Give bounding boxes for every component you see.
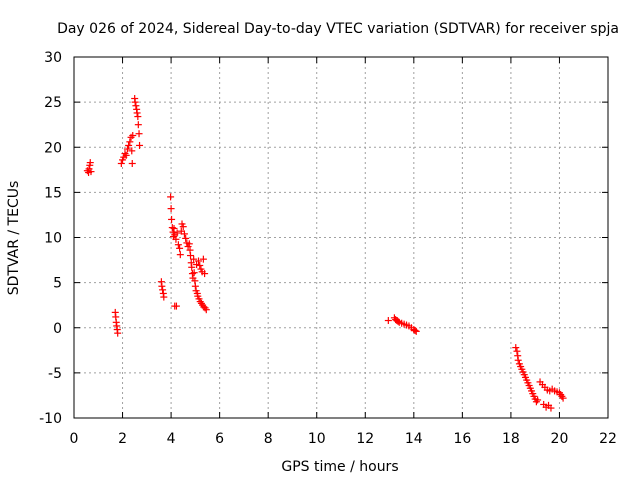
data-point <box>173 229 181 237</box>
data-point <box>167 193 175 201</box>
data-point <box>512 344 520 352</box>
data-point <box>196 261 204 269</box>
data-point <box>559 394 567 402</box>
chart-title: Day 026 of 2024, Sidereal Day-to-day VTE… <box>57 21 619 37</box>
x-axis-label: GPS time / hours <box>281 459 398 475</box>
x-tick-label: 0 <box>70 431 79 447</box>
data-point <box>193 261 201 269</box>
y-tick-label: 25 <box>44 95 62 111</box>
x-tick-label: 6 <box>215 431 224 447</box>
data-point <box>123 145 131 153</box>
x-tick-label: 2 <box>118 431 127 447</box>
data-point <box>167 205 175 213</box>
data-point <box>127 133 135 141</box>
data-point <box>190 255 198 263</box>
data-point <box>133 109 141 117</box>
x-tick-label: 8 <box>264 431 273 447</box>
data-point <box>185 240 193 248</box>
data-point <box>176 251 184 259</box>
data-point <box>125 141 133 149</box>
data-point <box>174 241 182 249</box>
data-point <box>190 269 198 277</box>
data-point <box>135 130 143 138</box>
y-axis-label: SDTVAR / TECUs <box>6 181 22 296</box>
data-point <box>134 113 142 121</box>
data-point <box>547 404 555 412</box>
data-point <box>132 102 140 110</box>
y-tick-label: 5 <box>53 276 62 292</box>
data-point <box>179 223 187 231</box>
data-point <box>384 317 392 325</box>
data-point <box>134 121 142 129</box>
tick-labels: 0 2 4 6 8 10 12 14 16 18 20 22 -10 -5 0 5 10 15 20 25 30 <box>39 50 617 447</box>
data-point <box>168 215 176 223</box>
x-tick-label: 16 <box>453 431 471 447</box>
x-tick-label: 14 <box>405 431 423 447</box>
y-tick-label: -5 <box>48 366 62 382</box>
data-point <box>412 327 420 335</box>
data-point <box>117 159 125 167</box>
x-tick-label: 10 <box>308 431 326 447</box>
data-point <box>128 159 136 167</box>
data-point <box>131 98 139 106</box>
y-tick-label: 30 <box>44 50 62 66</box>
data-point <box>513 347 521 355</box>
data-point <box>126 138 134 146</box>
x-tick-label: 12 <box>356 431 374 447</box>
data-point <box>411 326 419 334</box>
data-point <box>160 293 168 301</box>
data-point <box>188 263 196 271</box>
data-point <box>128 147 136 155</box>
data-point <box>201 270 209 278</box>
data-point <box>191 282 199 290</box>
y-tick-label: 10 <box>44 231 62 247</box>
data-point <box>172 302 180 310</box>
data-point <box>87 168 95 176</box>
data-points <box>83 95 567 412</box>
data-point <box>168 224 176 232</box>
data-point <box>202 306 210 314</box>
y-tick-label: -10 <box>39 411 62 427</box>
y-tick-label: 15 <box>44 185 62 201</box>
axis-ticks <box>73 56 609 419</box>
data-point <box>199 255 207 263</box>
x-tick-label: 4 <box>167 431 176 447</box>
data-point <box>180 230 188 238</box>
x-tick-label: 20 <box>551 431 569 447</box>
data-point <box>114 329 122 337</box>
data-point <box>182 234 190 242</box>
y-tick-label: 20 <box>44 140 62 156</box>
x-tick-label: 22 <box>599 431 617 447</box>
data-point <box>122 151 130 159</box>
data-point <box>170 224 178 232</box>
data-point <box>129 132 137 140</box>
x-tick-label: 18 <box>502 431 520 447</box>
data-point <box>187 252 195 260</box>
data-point <box>176 244 184 252</box>
data-point <box>172 235 180 243</box>
data-point <box>514 356 522 364</box>
data-point <box>394 317 402 325</box>
data-point <box>534 396 542 404</box>
data-point <box>159 286 167 294</box>
data-point <box>195 257 203 265</box>
y-tick-label: 0 <box>53 321 62 337</box>
data-point <box>158 282 166 290</box>
data-point <box>86 159 94 167</box>
data-point <box>136 141 144 149</box>
grid-lines <box>74 57 608 418</box>
